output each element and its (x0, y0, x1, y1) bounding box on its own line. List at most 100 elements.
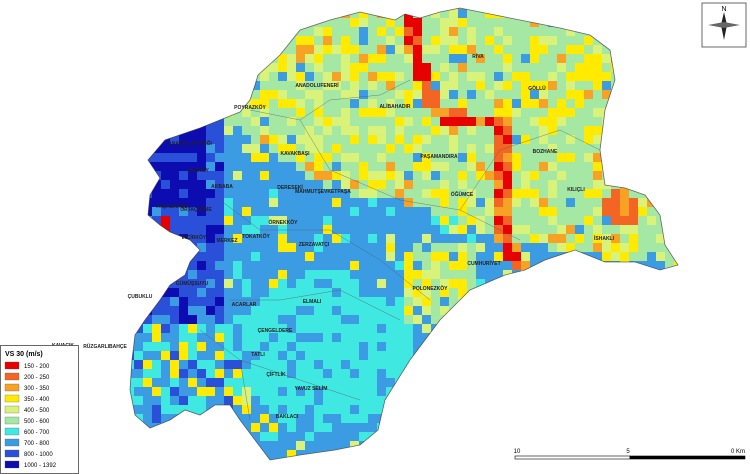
raster-cell (269, 324, 279, 334)
raster-cell (260, 270, 270, 280)
raster-cell (440, 360, 450, 370)
raster-cell (233, 54, 243, 64)
raster-cell (476, 90, 486, 100)
raster-cell (152, 135, 162, 145)
raster-cell (602, 8, 612, 10)
raster-cell (440, 207, 450, 217)
raster-cell (674, 324, 678, 334)
raster-cell (476, 198, 486, 208)
raster-cell (278, 441, 288, 451)
raster-cell (188, 90, 198, 100)
raster-cell (719, 117, 728, 126)
raster-cell (449, 180, 459, 190)
raster-cell (350, 324, 360, 334)
legend-swatch (4, 405, 20, 414)
raster-cell (512, 198, 522, 208)
raster-cell (710, 423, 719, 432)
raster-cell (305, 432, 315, 442)
raster-cell (197, 117, 207, 127)
raster-cell (503, 441, 513, 451)
raster-cell (530, 54, 540, 64)
raster-cell (323, 45, 333, 55)
raster-cell (476, 468, 485, 474)
raster-cell (206, 333, 216, 343)
raster-cell (260, 99, 270, 109)
raster-cell (359, 351, 369, 361)
raster-cell (224, 216, 234, 226)
raster-cell (503, 360, 513, 370)
raster-cell (566, 369, 576, 379)
raster-cell (170, 90, 180, 100)
raster-cell (431, 207, 441, 217)
raster-cell (710, 243, 719, 252)
raster-cell (170, 108, 180, 118)
place-label: ORTAÇEŞME (180, 207, 212, 213)
raster-cell (332, 63, 342, 73)
raster-cell (287, 135, 297, 145)
raster-cell (413, 153, 423, 163)
raster-cell (674, 423, 678, 433)
raster-cell (683, 288, 692, 297)
raster-cell (332, 54, 342, 64)
raster-cell (665, 126, 675, 136)
raster-cell (584, 18, 594, 28)
raster-cell (521, 126, 531, 136)
raster-cell (152, 414, 162, 424)
raster-cell (467, 99, 477, 109)
raster-cell (440, 8, 450, 10)
raster-cell (287, 405, 297, 415)
raster-cell (269, 207, 279, 217)
raster-cell (656, 378, 666, 388)
raster-cell (557, 63, 567, 73)
raster-cell (647, 441, 657, 451)
raster-cell (413, 369, 423, 379)
raster-cell (305, 315, 315, 325)
raster-cell (197, 45, 207, 55)
raster-cell (404, 243, 414, 253)
raster-cell (341, 468, 350, 474)
raster-cell (494, 153, 504, 163)
raster-cell (404, 279, 414, 289)
raster-cell (368, 351, 378, 361)
raster-cell (458, 162, 468, 172)
raster-cell (692, 180, 701, 189)
raster-cell (305, 54, 315, 64)
raster-cell (728, 216, 737, 225)
place-label: İNCİRKÖY (182, 234, 207, 241)
raster-cell (242, 225, 252, 235)
raster-cell (242, 423, 252, 433)
raster-cell (611, 369, 621, 379)
raster-cell (629, 36, 639, 46)
raster-cell (638, 387, 648, 397)
raster-cell (638, 432, 648, 442)
raster-cell (710, 369, 719, 378)
raster-cell (224, 99, 234, 109)
raster-cell (476, 342, 486, 352)
raster-cell (161, 8, 171, 10)
raster-cell (467, 198, 477, 208)
raster-cell (287, 270, 297, 280)
raster-cell (161, 261, 171, 271)
raster-cell (674, 396, 678, 406)
raster-cell (341, 8, 351, 10)
raster-cell (305, 8, 315, 10)
raster-cell (305, 396, 315, 406)
raster-cell (746, 135, 750, 144)
raster-cell (656, 360, 666, 370)
raster-cell (647, 414, 657, 424)
raster-cell (278, 45, 288, 55)
raster-cell (341, 198, 351, 208)
raster-cell (656, 432, 666, 442)
raster-cell (503, 324, 513, 334)
raster-cell (485, 432, 495, 442)
raster-cell (305, 153, 315, 163)
raster-cell (539, 405, 549, 415)
raster-cell (710, 360, 719, 369)
raster-cell (494, 315, 504, 325)
raster-cell (431, 423, 441, 433)
raster-cell (494, 198, 504, 208)
raster-cell (692, 441, 701, 450)
raster-cell (296, 252, 306, 262)
raster-cell (656, 225, 666, 235)
raster-cell (530, 189, 540, 199)
